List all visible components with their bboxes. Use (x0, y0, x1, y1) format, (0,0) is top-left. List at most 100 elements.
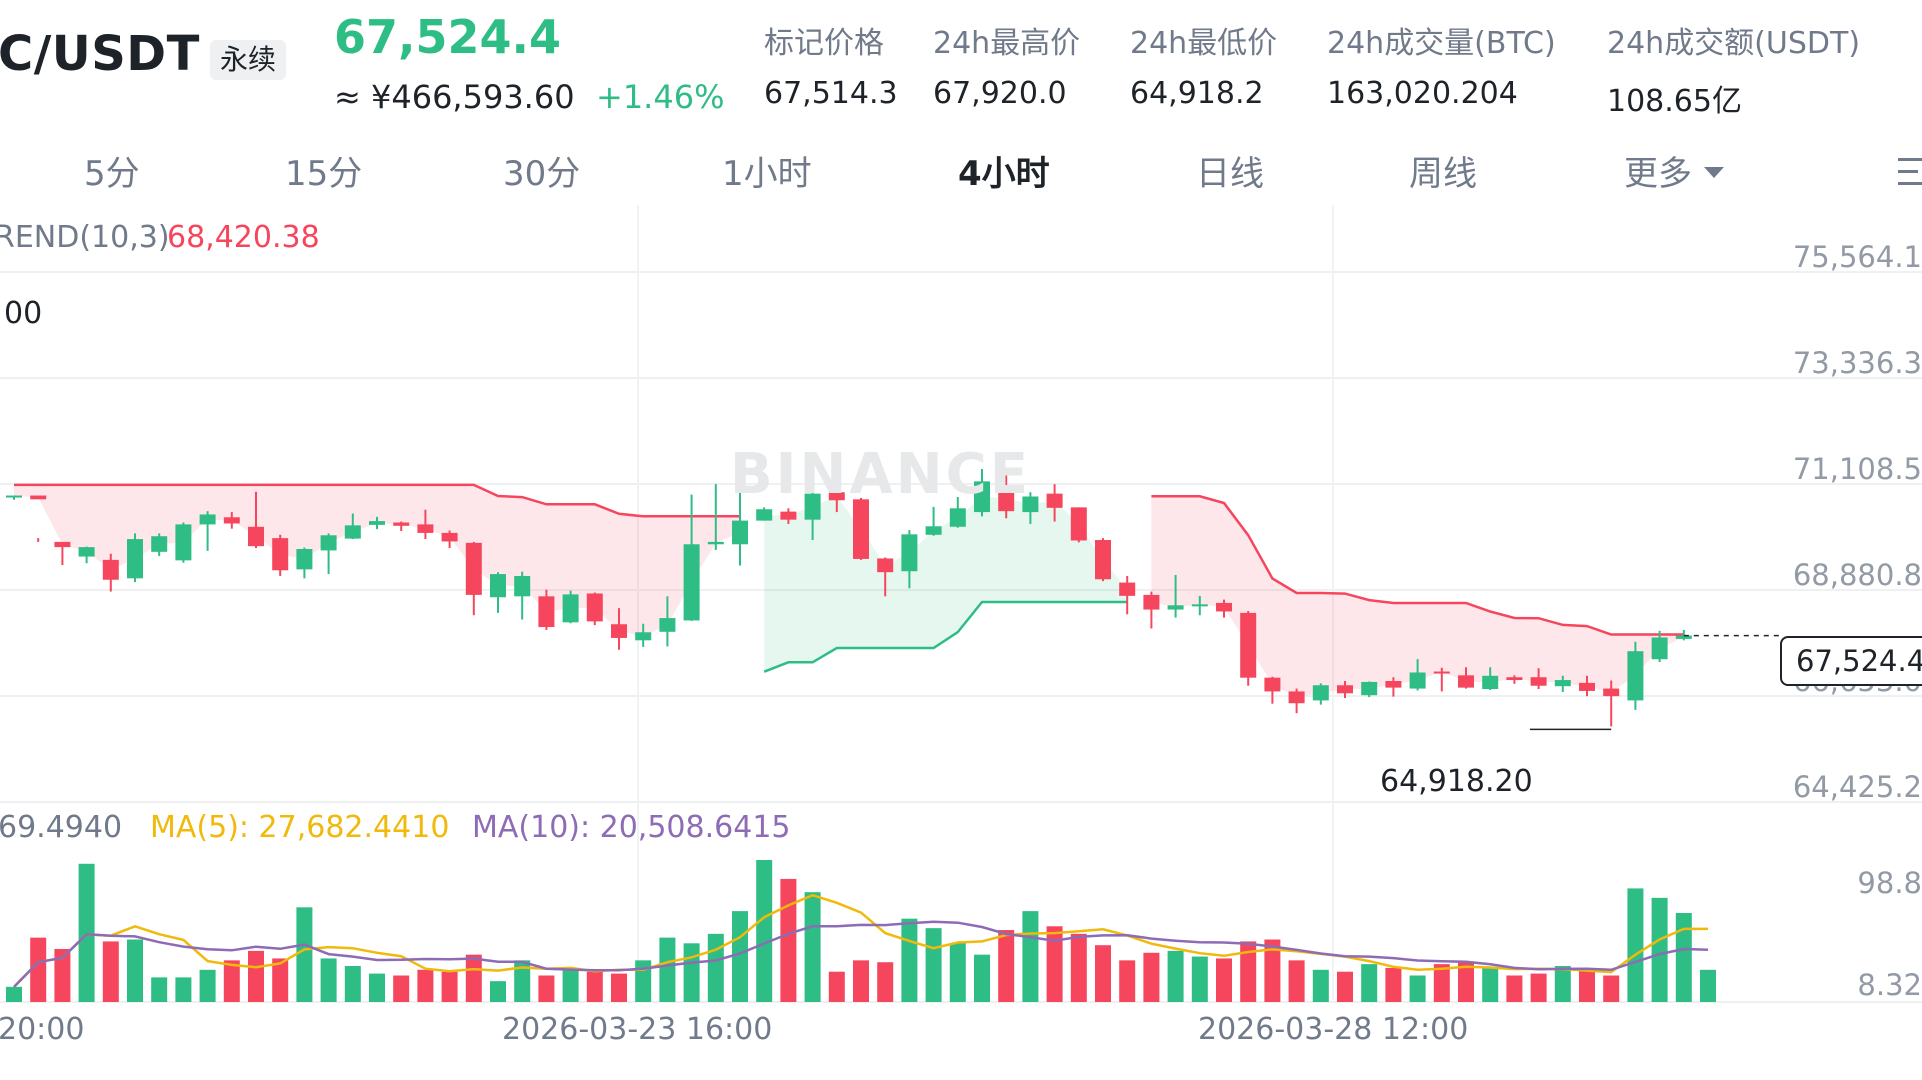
tab-30m[interactable]: 30分 (503, 154, 581, 194)
volume-bar (393, 975, 410, 1002)
volume-bar (1046, 926, 1063, 1002)
candle-body (780, 511, 797, 520)
tab-15m[interactable]: 15分 (285, 154, 363, 194)
candle-body (1312, 685, 1329, 701)
candle-body (538, 596, 555, 628)
candle-body (6, 495, 22, 498)
tab-5m[interactable]: 5分 (84, 154, 140, 194)
candlestick-chart[interactable] (0, 205, 1922, 1005)
candle-body (1167, 605, 1184, 610)
volume-bar (1070, 933, 1087, 1002)
candle-body (296, 548, 313, 570)
volume-bar (6, 986, 22, 1002)
candle-body (1095, 540, 1111, 580)
candle-body (175, 524, 192, 561)
volume-bar (853, 960, 869, 1002)
volume-bar (1603, 975, 1620, 1002)
volume-ma10-line (13, 920, 1709, 988)
candle-body (54, 541, 71, 548)
candle-body (248, 526, 264, 547)
volume-bar (1506, 975, 1523, 1002)
volume-bar (127, 939, 143, 1002)
stat-24h-turnover-usdt: 24h成交额(USDT) 108.65亿 (1607, 18, 1860, 120)
tab-1w[interactable]: 周线 (1409, 154, 1477, 194)
volume-bar (1095, 945, 1111, 1002)
chart-settings-icon[interactable] (1898, 154, 1922, 190)
supertrend-label: REND(10,3) (0, 220, 170, 255)
candle-body (223, 517, 240, 524)
volume-bar (151, 977, 168, 1002)
stat-value: 67,514.3 (764, 76, 898, 111)
volume-bar (998, 930, 1015, 1002)
volume-ma5-line (13, 893, 1708, 988)
volume-bar (974, 954, 990, 1002)
candle-body (732, 520, 748, 545)
candle-body (1264, 677, 1281, 692)
candle-body (1554, 680, 1571, 687)
volume-bar (441, 971, 458, 1002)
tab-more-label: 更多 (1624, 154, 1692, 194)
candle-body (853, 499, 869, 559)
candle-body (659, 618, 676, 632)
candle-body (199, 514, 216, 525)
candle-body (611, 624, 627, 638)
volume-bar (562, 967, 579, 1002)
supertrend-value: 68,420.38 (167, 220, 320, 255)
stat-value: 67,920.0 (933, 76, 1067, 111)
volume-bar (1240, 941, 1257, 1002)
volume-bar (465, 954, 482, 1002)
candle-body (1675, 635, 1692, 639)
tab-1h[interactable]: 1小时 (722, 154, 812, 194)
volume-bar (514, 960, 531, 1002)
volume-bar (248, 950, 264, 1002)
candle-body (151, 536, 168, 552)
tab-more[interactable]: 更多 (1624, 146, 1724, 195)
candle-body (562, 594, 579, 623)
tab-1d[interactable]: 日线 (1196, 154, 1264, 194)
volume-bar (78, 863, 95, 1002)
volume-bar (1312, 969, 1329, 1002)
supertrend-fill (1151, 496, 1684, 698)
stat-24h-low: 24h最低价 64,918.2 (1130, 18, 1277, 111)
volume-bar (611, 973, 627, 1002)
candle-body (756, 509, 773, 521)
candle-body (1046, 493, 1063, 508)
volume-bar (901, 918, 918, 1002)
stat-label: 24h成交量(BTC) (1327, 26, 1556, 61)
low-price-marker: 64,918.20 (1380, 764, 1533, 799)
supertrend-line (763, 600, 1128, 673)
volume-axis-label: 8.32 (1857, 968, 1922, 1002)
volume-bar (707, 933, 724, 1002)
volume-bar (344, 966, 361, 1002)
time-axis-label: 2026-03-28 12:00 (1198, 1012, 1469, 1047)
price-axis-label: 68,880.8 (1792, 558, 1922, 592)
candle-body (1651, 637, 1668, 660)
candle-body (1433, 671, 1450, 674)
volume-bar (1700, 969, 1716, 1002)
volume-bar (1409, 975, 1426, 1002)
time-axis-label: 20:00 (0, 1012, 85, 1047)
volume-bar (1143, 952, 1160, 1002)
stat-value: 163,020.204 (1327, 76, 1518, 111)
volume-bar (804, 892, 821, 1002)
supertrend-start-value: 00 (4, 296, 43, 331)
candle-body (1119, 582, 1136, 596)
candle-body (417, 524, 434, 533)
candle-body (514, 575, 531, 597)
supertrend-line (1151, 495, 1684, 636)
change-percent: +1.46% (596, 78, 725, 116)
candle-body (1603, 688, 1620, 697)
volume-bar (54, 948, 71, 1002)
candle-body (127, 539, 143, 579)
volume-bar (659, 937, 676, 1002)
volume-bar (1119, 960, 1136, 1002)
volume-bar (1167, 950, 1184, 1002)
tab-4h[interactable]: 4小时 (958, 154, 1050, 194)
candle-body (974, 481, 990, 513)
candle-body (707, 541, 724, 545)
candle-body (272, 538, 289, 571)
price-axis-label: 73,336.3 (1792, 346, 1922, 380)
symbol-title[interactable]: C/USDT (0, 26, 200, 82)
volume-bar (1337, 971, 1353, 1002)
supertrend-fill (14, 484, 740, 637)
